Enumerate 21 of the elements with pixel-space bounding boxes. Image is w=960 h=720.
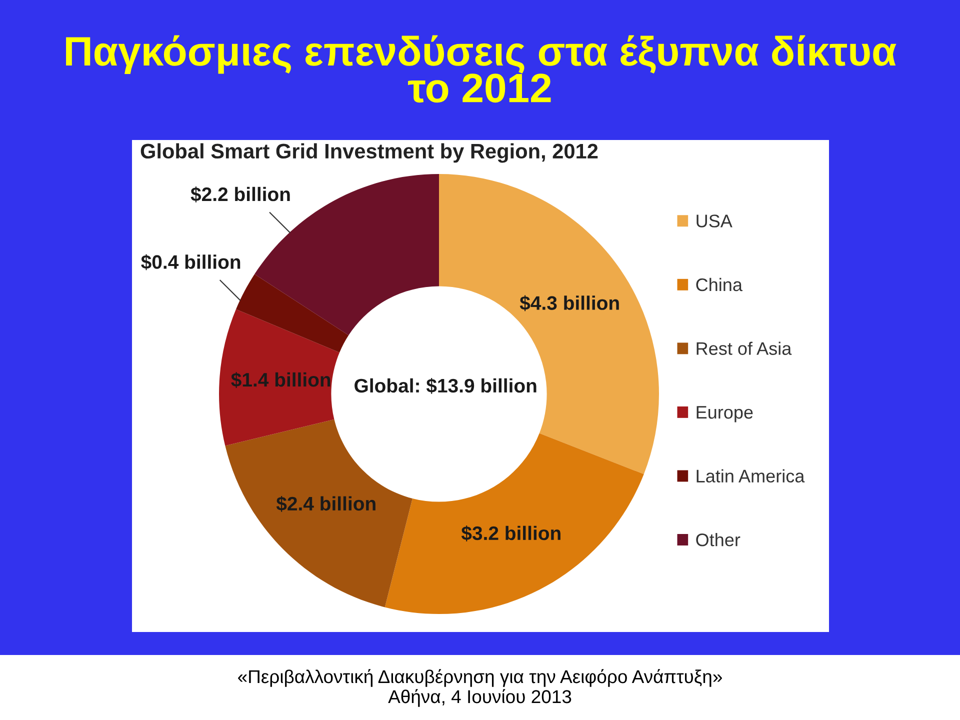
data-label: $3.2 billion [461, 525, 560, 542]
text: «Περιβαλλοντική Διακυβέρνηση για την Αειφόρο Ανάπτυξη» [238, 669, 722, 687]
donut-slice [225, 419, 412, 608]
donut-slice [236, 274, 349, 352]
legend-label: USA [696, 214, 732, 228]
data-label: $1.4 billion [231, 372, 330, 388]
legend-label: Other [696, 533, 740, 546]
data-label: $0.4 billion [141, 254, 240, 270]
legend-label: Latin America [696, 469, 805, 483]
text: Αθήνα, 4 Ιουνίου 2013 [388, 689, 572, 707]
data-label: $2.2 billion [190, 186, 290, 202]
data-label: $4.3 billion [520, 295, 619, 312]
legend-label: China [696, 278, 742, 292]
legend-label: Rest of Asia [696, 342, 792, 355]
donut-slice [384, 433, 644, 614]
chart-subtitle: Global Smart Grid Investment by Region, 2012 [140, 143, 598, 163]
legend-label: Europe [696, 406, 753, 422]
text: Global: $13.9 billion [354, 378, 536, 394]
data-label: $2.4 billion [276, 496, 376, 512]
chart-title: Παγκόσμιες επενδύσεις στα έξυπνα δίκτυα το 2012 [66, 35, 896, 103]
donut-slice [219, 309, 340, 446]
